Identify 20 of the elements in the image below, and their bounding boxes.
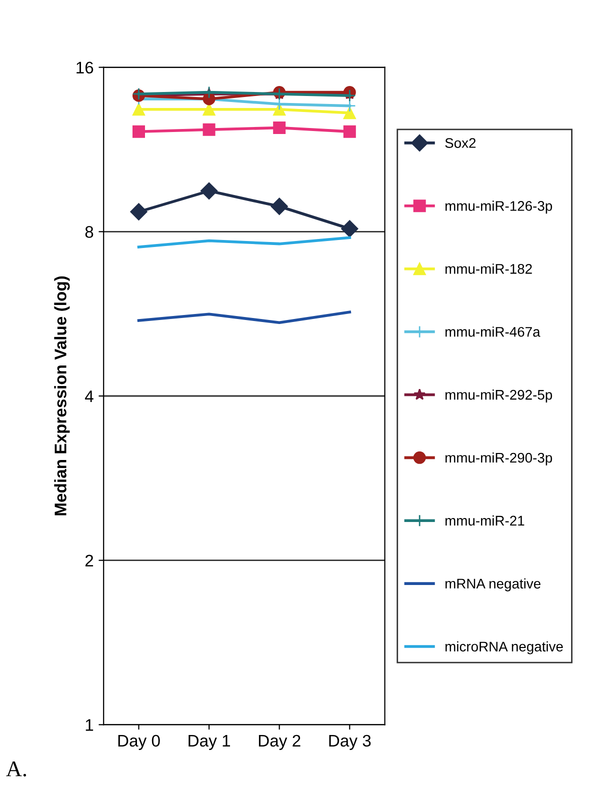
- legend-label: mmu-miR-467a: [446, 326, 540, 337]
- y-axis-title: Median Expression Value (log): [54, 276, 70, 516]
- x-tick-label: Day 1: [188, 735, 230, 750]
- y-tick-label: 16: [76, 62, 94, 74]
- x-tick-label: Day 2: [258, 734, 300, 750]
- legend-label: microRNA negative: [446, 641, 563, 654]
- legend-label: mmu-miR-182: [446, 264, 532, 274]
- x-tick-label: Day 0: [118, 734, 160, 750]
- y-tick-label: 1: [86, 719, 94, 731]
- legend-label: mmu-miR-126-3p: [446, 200, 552, 214]
- x-tick-label: Day 3: [329, 734, 371, 750]
- legend-label: mmu-miR-290-3p: [446, 452, 552, 466]
- legend-label: mmu-miR-21: [446, 515, 524, 526]
- text: A.: [6, 761, 26, 776]
- legend-label: Sox2: [445, 138, 476, 148]
- y-tick-label: 8: [85, 226, 94, 238]
- y-tick-label: 4: [84, 390, 94, 402]
- legend-label: mmu-miR-292-5p: [446, 390, 552, 402]
- y-tick-label: 2: [85, 554, 94, 566]
- legend-label: mRNA negative: [446, 578, 540, 592]
